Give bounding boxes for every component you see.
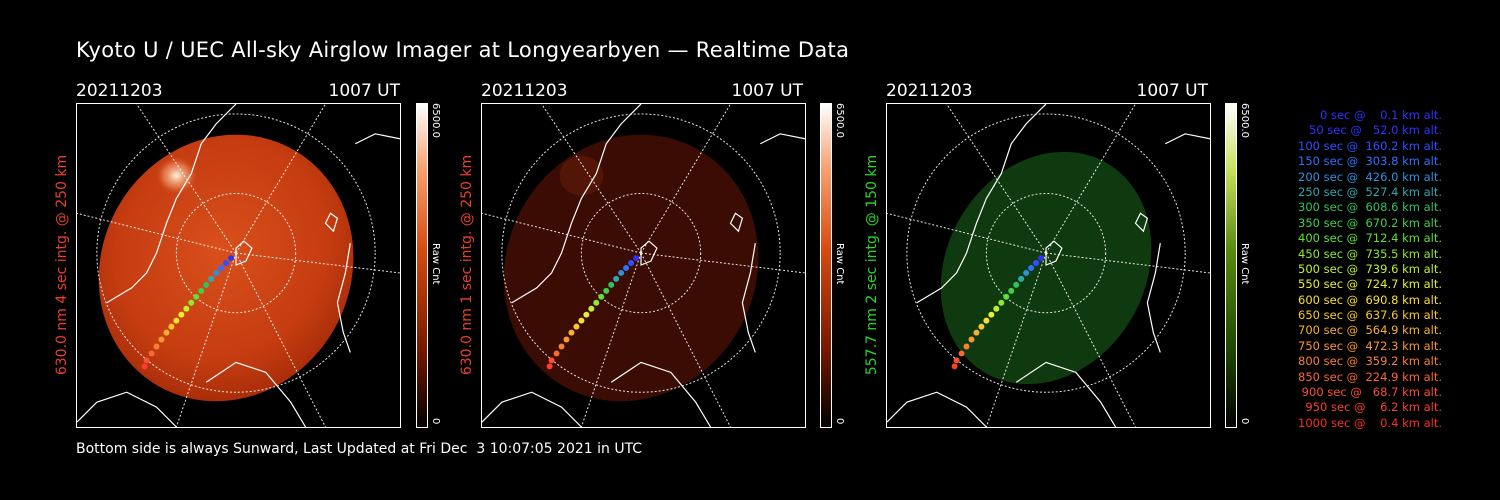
legend-row: 550 sec @ 724.7 km alt. (1294, 277, 1442, 292)
panel-3-allsky-image (886, 103, 1211, 428)
panel-3-ylabel: 557.7 nm 2 sec intg. @ 150 km (864, 154, 880, 376)
panel-2-cbar-unit: Raw Cnt (834, 243, 845, 285)
legend-row: 350 sec @ 670.2 km alt. (1294, 215, 1442, 230)
panel-2-allsky-image (481, 103, 806, 428)
legend-row: 400 sec @ 712.4 km alt. (1294, 231, 1442, 246)
legend-row: 700 sec @ 564.9 km alt. (1294, 323, 1442, 338)
trajectory-legend: 0 sec @ 0.1 km alt. 50 sec @ 52.0 km alt… (1262, 108, 1442, 431)
panel-3-cbar-max: 6500.0 (1239, 103, 1250, 138)
legend-row: 600 sec @ 690.8 km alt. (1294, 292, 1442, 307)
legend-row: 1000 sec @ 0.4 km alt. (1298, 415, 1442, 430)
panel-2-colorbar (820, 103, 832, 428)
legend-row: 450 sec @ 735.5 km alt. (1294, 246, 1442, 261)
panel-2-time: 1007 UT (731, 81, 804, 101)
legend-row: 750 sec @ 472.3 km alt. (1294, 338, 1442, 353)
panel-1-ylabel: 630.0 nm 4 sec intg. @ 250 km (54, 154, 70, 376)
legend-row: 950 sec @ 6.2 km alt. (1301, 400, 1442, 415)
panel-1-colorbar (416, 103, 428, 428)
legend-row: 900 sec @ 68.7 km alt. (1298, 385, 1442, 400)
footer-note: Bottom side is always Sunward, Last Upda… (76, 441, 643, 457)
legend-row: 300 sec @ 608.6 km alt. (1294, 200, 1442, 215)
panel-1-cbar-max: 6500.0 (430, 103, 441, 138)
legend-row: 800 sec @ 359.2 km alt. (1294, 354, 1442, 369)
legend-row: 100 sec @ 160.2 km alt. (1294, 138, 1442, 153)
panel-1-cbar-min: 0 (430, 418, 441, 425)
panel-3-cbar-min: 0 (1239, 418, 1250, 425)
panel-1-time: 1007 UT (328, 81, 401, 101)
legend-row: 150 sec @ 303.8 km alt. (1294, 154, 1442, 169)
panel-1-allsky-image (76, 103, 401, 428)
panel-1-date: 20211203 (76, 81, 163, 101)
panel-3-colorbar (1225, 103, 1237, 428)
legend-row: 250 sec @ 527.4 km alt. (1294, 184, 1442, 199)
panel-3-cbar-unit: Raw Cnt (1239, 243, 1250, 285)
panel-2-date: 20211203 (481, 81, 568, 101)
panel-2-ylabel: 630.0 nm 1 sec intg. @ 250 km (459, 154, 475, 376)
legend-row: 500 sec @ 739.6 km alt. (1294, 261, 1442, 276)
panel-3-date: 20211203 (886, 81, 973, 101)
panel-1-cbar-unit: Raw Cnt (430, 243, 441, 285)
legend-row: 850 sec @ 224.9 km alt. (1294, 369, 1442, 384)
legend-row: 50 sec @ 52.0 km alt. (1301, 123, 1442, 138)
legend-row: 200 sec @ 426.0 km alt. (1294, 169, 1442, 184)
panel-2-cbar-min: 0 (834, 418, 845, 425)
panel-2-cbar-max: 6500.0 (834, 103, 845, 138)
panel-3-time: 1007 UT (1136, 81, 1209, 101)
page-title: Kyoto U / UEC All-sky Airglow Imager at … (76, 38, 850, 62)
legend-row: 650 sec @ 637.6 km alt. (1294, 308, 1442, 323)
legend-row: 0 sec @ 0.1 km alt. (1309, 108, 1442, 122)
